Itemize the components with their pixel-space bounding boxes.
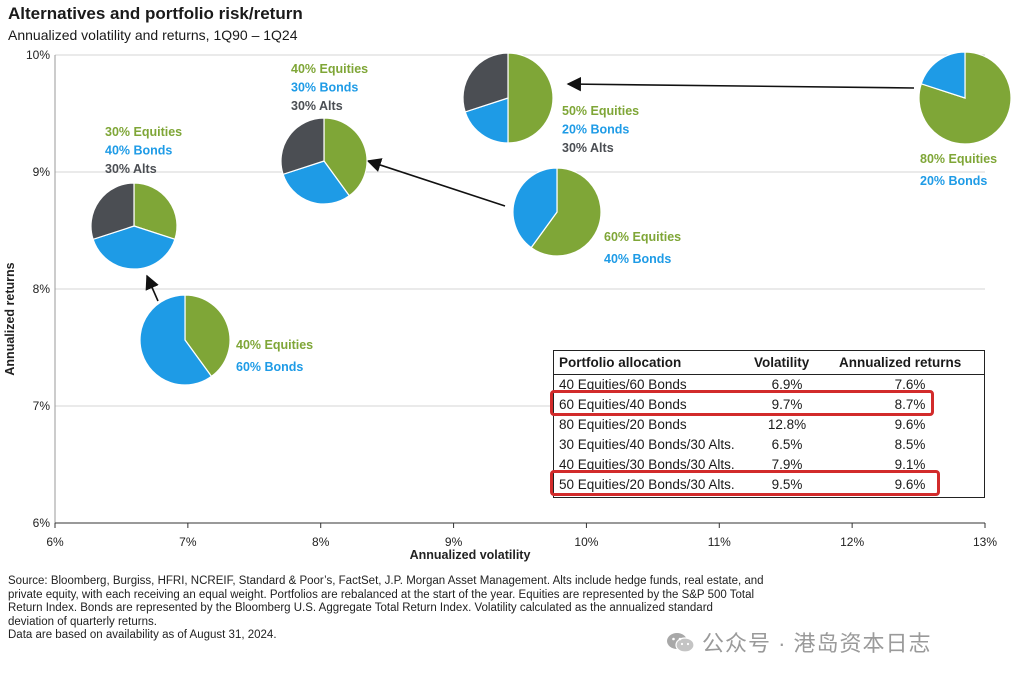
pie-slice-bonds	[139, 294, 213, 386]
x-tick-label: 9%	[445, 535, 463, 549]
pie-label: 30% Alts	[291, 99, 343, 113]
source-line: Data are based on availability as of Aug…	[8, 629, 277, 641]
table-row: 80 Equities/20 Bonds 12.8% 9.6%	[554, 415, 984, 435]
y-tick-label: 7%	[33, 399, 51, 413]
cell-allocation: 50 Equities/20 Bonds/30 Alts.	[559, 477, 735, 492]
arrow	[366, 158, 506, 207]
cell-volatility: 9.5%	[771, 477, 803, 492]
y-axis-title: Annualized returns	[3, 262, 17, 375]
pie-label: 40% Bonds	[105, 144, 172, 158]
pie-slice-equities	[530, 167, 602, 257]
pie-label: 60% Bonds	[236, 360, 303, 374]
chart-title: Alternatives and portfolio risk/return	[8, 4, 303, 23]
highlight-box-60-40	[550, 390, 934, 416]
arrow	[566, 76, 915, 92]
cell-allocation: 30 Equities/40 Bonds/30 Alts.	[559, 437, 735, 452]
pie-slice-alts	[90, 182, 135, 241]
pie-label: 40% Bonds	[604, 252, 671, 266]
cell-volatility: 6.5%	[771, 437, 803, 452]
x-tick-label: 11%	[708, 535, 731, 549]
source-note: Source: Bloomberg, Burgiss, HFRI, NCREIF…	[8, 575, 843, 643]
cell-allocation: 40 Equities/60 Bonds	[559, 377, 687, 392]
pie-slice-equities	[133, 182, 178, 241]
arrow	[145, 274, 159, 302]
pie-label: 30% Alts	[562, 141, 614, 155]
y-tick-label: 8%	[33, 282, 51, 296]
header-volatility: Volatility	[754, 355, 810, 370]
cell-volatility: 9.7%	[771, 397, 803, 412]
pie-slice-bonds	[464, 97, 509, 144]
x-tick-label: 13%	[973, 535, 997, 549]
y-tick-label: 9%	[33, 165, 51, 179]
cell-returns: 8.7%	[894, 397, 926, 412]
table-row: 40 Equities/30 Bonds/30 Alts. 7.9% 9.1%	[554, 455, 984, 475]
pie-slice-alts	[280, 117, 325, 176]
pie-slice-bonds	[92, 225, 176, 270]
cell-volatility: 12.8%	[767, 417, 807, 432]
pie-slice-bonds	[512, 167, 558, 249]
pie-label: 40% Equities	[291, 62, 368, 76]
cell-returns: 9.6%	[894, 477, 926, 492]
pie-slice-bonds	[282, 160, 351, 205]
watermark: 公众号 · 港岛资本日志	[666, 626, 932, 658]
pie-label: 60% Equities	[604, 230, 681, 244]
watermark-text: 公众号 · 港岛资本日志	[702, 631, 932, 656]
cell-returns: 9.1%	[894, 457, 926, 472]
cell-returns: 7.6%	[894, 377, 926, 392]
cell-returns: 9.6%	[894, 417, 926, 432]
pie-label: 30% Bonds	[291, 81, 358, 95]
wechat-icon	[667, 633, 695, 653]
table-row: 50 Equities/20 Bonds/30 Alts. 9.5% 9.6%	[554, 475, 984, 495]
source-line: Return Index. Bonds are represented by t…	[8, 602, 713, 614]
portfolio-table: Portfolio allocation Volatility Annualiz…	[553, 350, 985, 498]
pie-slice-equities	[184, 294, 231, 378]
x-tick-label: 12%	[840, 535, 864, 549]
x-tick-label: 6%	[46, 535, 64, 549]
table-row: 60 Equities/40 Bonds 9.7% 8.7%	[554, 395, 984, 415]
pie-label: 40% Equities	[236, 338, 313, 352]
y-tick-label: 10%	[26, 48, 50, 62]
table-row: 40 Equities/60 Bonds 6.9% 7.6%	[554, 375, 984, 395]
pie-label: 50% Equities	[562, 104, 639, 118]
cell-allocation: 60 Equities/40 Bonds	[559, 397, 687, 412]
cell-volatility: 6.9%	[771, 377, 803, 392]
cell-volatility: 7.9%	[771, 457, 803, 472]
x-tick-label: 10%	[574, 535, 598, 549]
pie-label: 30% Equities	[105, 125, 182, 139]
cell-allocation: 80 Equities/20 Bonds	[559, 417, 687, 432]
source-line: deviation of quarterly returns.	[8, 615, 157, 628]
risk-return-chart: 6% 7% 8% 9% 10% 6% 7% 8% 9% 10% 11% 12% 13% Annualize…	[3, 48, 1012, 562]
highlight-box-50-20-30	[550, 470, 940, 496]
x-tick-label: 8%	[312, 535, 330, 549]
cell-allocation: 40 Equities/30 Bonds/30 Alts.	[559, 457, 735, 472]
pie-slice-bonds	[920, 51, 966, 99]
header-allocation: Portfolio allocation	[559, 355, 682, 370]
pie-label: 30% Alts	[105, 162, 157, 176]
pie-slice-alts	[462, 52, 509, 113]
source-line: Source: Bloomberg, Burgiss, HFRI, NCREIF…	[8, 575, 764, 587]
chart-subtitle: Annualized volatility and returns, 1Q90 …	[8, 27, 298, 43]
table-row: 30 Equities/40 Bonds/30 Alts. 6.5% 8.5%	[554, 435, 984, 455]
table-header: Portfolio allocation Volatility Annualiz…	[554, 353, 984, 375]
pie-label: 20% Bonds	[562, 123, 629, 137]
x-tick-label: 7%	[179, 535, 197, 549]
pie-label: 20% Bonds	[920, 174, 987, 188]
header-returns: Annualized returns	[839, 355, 962, 370]
pie-slice-equities	[507, 52, 554, 144]
y-tick-label: 6%	[33, 516, 51, 530]
cell-returns: 8.5%	[894, 437, 926, 452]
pie-slice-equities	[323, 117, 368, 197]
source-line: private equity, with each receiving an e…	[8, 588, 755, 601]
x-axis-title: Annualized volatility	[410, 548, 531, 562]
pie-label: 80% Equities	[920, 152, 997, 166]
